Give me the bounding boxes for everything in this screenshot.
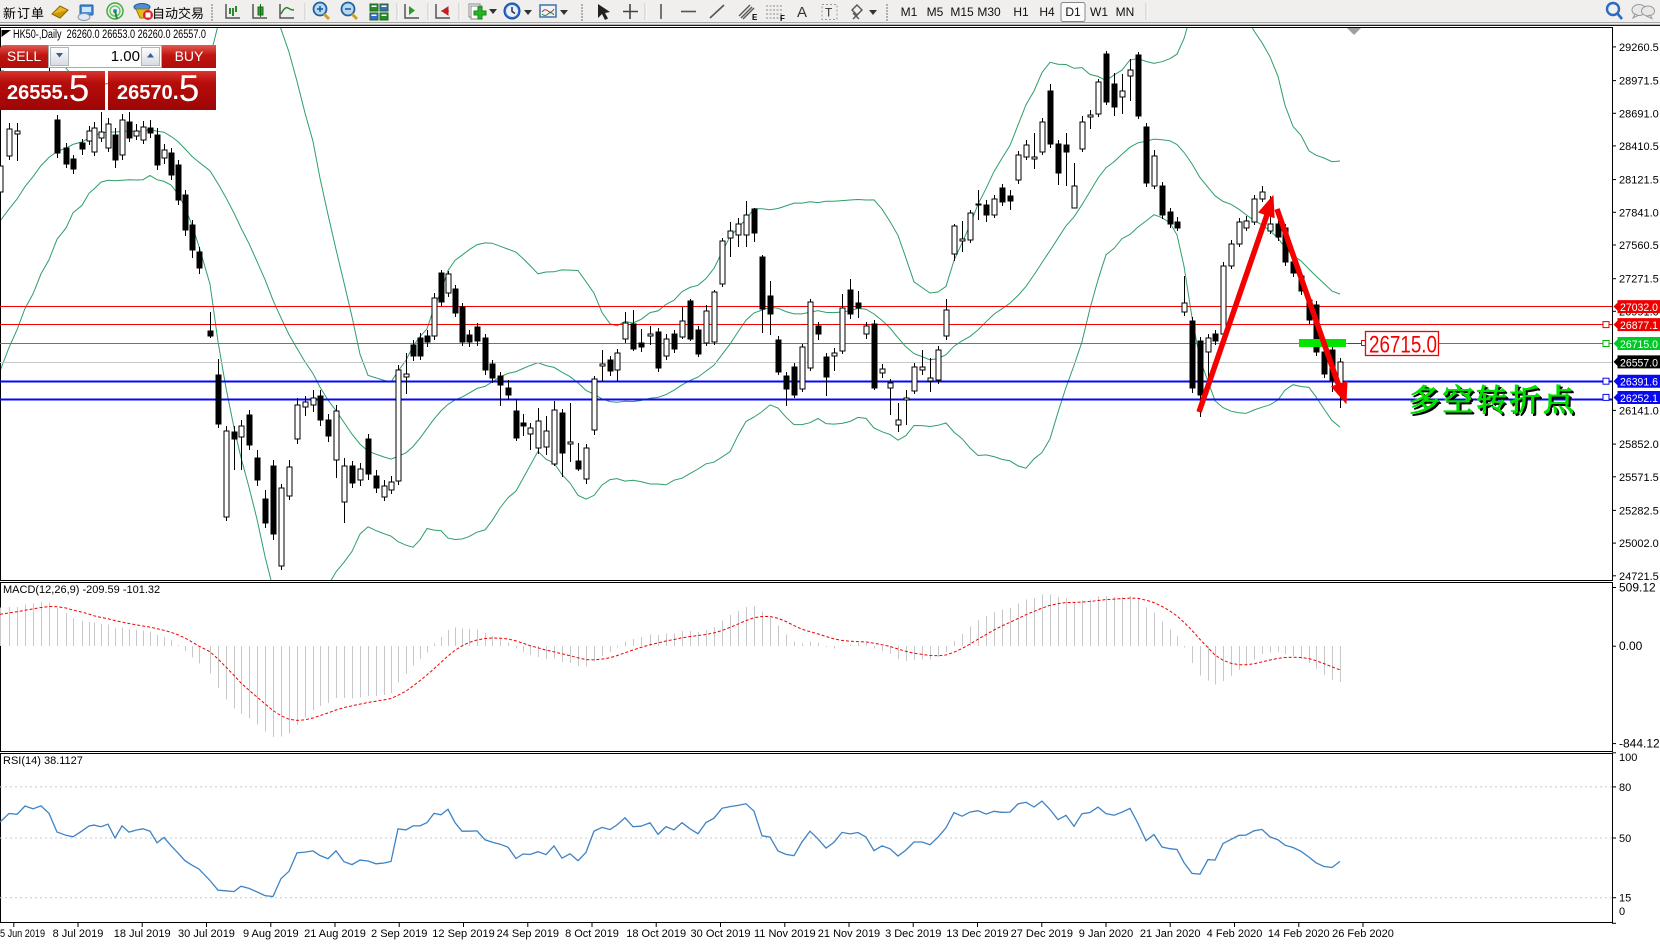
svg-text:M1: M1: [901, 5, 918, 19]
svg-text:25852.0: 25852.0: [1619, 439, 1659, 451]
svg-text:0: 0: [1619, 906, 1625, 918]
svg-text:29260.5: 29260.5: [1619, 42, 1659, 54]
svg-text:26715.0: 26715.0: [1369, 332, 1437, 359]
svg-text:3 Dec 2019: 3 Dec 2019: [885, 928, 941, 940]
svg-text:5 Jun 2019: 5 Jun 2019: [0, 928, 45, 940]
svg-text:21 Nov 2019: 21 Nov 2019: [818, 928, 880, 940]
svg-text:18 Jul 2019: 18 Jul 2019: [114, 928, 171, 940]
svg-text:27841.0: 27841.0: [1619, 207, 1659, 219]
svg-text:4 Feb 2020: 4 Feb 2020: [1207, 928, 1263, 940]
svg-text:25571.5: 25571.5: [1619, 472, 1659, 484]
svg-text:21 Aug 2019: 21 Aug 2019: [304, 928, 366, 940]
svg-text:21 Jan 2020: 21 Jan 2020: [1140, 928, 1201, 940]
svg-text:26141.0: 26141.0: [1619, 405, 1659, 417]
svg-text:11 Nov 2019: 11 Nov 2019: [754, 928, 816, 940]
svg-text:M5: M5: [927, 5, 944, 19]
svg-text:0.00: 0.00: [1619, 639, 1643, 653]
svg-text:15: 15: [1619, 893, 1631, 905]
svg-text:E: E: [752, 13, 758, 22]
svg-text:-844.12: -844.12: [1619, 737, 1660, 751]
svg-text:28691.0: 28691.0: [1619, 108, 1659, 120]
svg-text:8 Oct 2019: 8 Oct 2019: [565, 928, 619, 940]
svg-text:30 Jul 2019: 30 Jul 2019: [178, 928, 235, 940]
svg-text:28971.5: 28971.5: [1619, 76, 1659, 88]
svg-text:8 Jul 2019: 8 Jul 2019: [53, 928, 104, 940]
svg-text:28410.5: 28410.5: [1619, 141, 1659, 153]
svg-text:80: 80: [1619, 782, 1631, 794]
svg-text:26557.0: 26557.0: [1620, 357, 1658, 369]
svg-text:F: F: [780, 14, 785, 23]
svg-text:27032.0: 27032.0: [1620, 302, 1658, 314]
svg-text:9 Aug 2019: 9 Aug 2019: [243, 928, 299, 940]
svg-text:18 Oct 2019: 18 Oct 2019: [626, 928, 686, 940]
svg-text:509.12: 509.12: [1619, 581, 1656, 595]
svg-text:25002.0: 25002.0: [1619, 538, 1659, 550]
svg-text:A: A: [797, 4, 807, 21]
svg-text:26877.1: 26877.1: [1620, 320, 1658, 332]
svg-text:D1: D1: [1065, 5, 1081, 19]
svg-text:2 Sep 2019: 2 Sep 2019: [371, 928, 427, 940]
svg-text:14 Feb 2020: 14 Feb 2020: [1268, 928, 1330, 940]
svg-text:M15: M15: [950, 5, 974, 19]
svg-text:26715.0: 26715.0: [1620, 339, 1658, 351]
svg-text:50: 50: [1619, 833, 1631, 845]
svg-text:9 Jan 2020: 9 Jan 2020: [1079, 928, 1133, 940]
svg-text:13 Dec 2019: 13 Dec 2019: [946, 928, 1008, 940]
svg-text:HK50-,Daily 26260.0 26653.0 2: HK50-,Daily 26260.0 26653.0 26260.0 2655…: [13, 29, 206, 41]
svg-text:H1: H1: [1013, 5, 1029, 19]
svg-text:28121.5: 28121.5: [1619, 175, 1659, 187]
svg-text:24 Sep 2019: 24 Sep 2019: [497, 928, 559, 940]
svg-text:M30: M30: [977, 5, 1001, 19]
svg-text:27 Dec 2019: 27 Dec 2019: [1011, 928, 1073, 940]
svg-text:25282.5: 25282.5: [1619, 505, 1659, 517]
svg-text:27560.5: 27560.5: [1619, 240, 1659, 252]
svg-text:12 Sep 2019: 12 Sep 2019: [432, 928, 494, 940]
svg-text:26252.1: 26252.1: [1620, 393, 1658, 405]
svg-text:30 Oct 2019: 30 Oct 2019: [691, 928, 751, 940]
svg-text:H4: H4: [1039, 5, 1055, 19]
svg-text:27271.5: 27271.5: [1619, 274, 1659, 286]
svg-text:T: T: [825, 6, 833, 20]
svg-text:24721.5: 24721.5: [1619, 571, 1659, 583]
svg-text:W1: W1: [1090, 5, 1108, 19]
svg-text:26391.6: 26391.6: [1620, 377, 1658, 389]
svg-text:MN: MN: [1116, 5, 1135, 19]
svg-text:26 Feb 2020: 26 Feb 2020: [1332, 928, 1394, 940]
svg-text:MACD(12,26,9) -209.59 -101.32: MACD(12,26,9) -209.59 -101.32: [3, 584, 160, 596]
svg-text:RSI(14) 38.1127: RSI(14) 38.1127: [3, 755, 83, 767]
svg-text:100: 100: [1619, 752, 1637, 764]
